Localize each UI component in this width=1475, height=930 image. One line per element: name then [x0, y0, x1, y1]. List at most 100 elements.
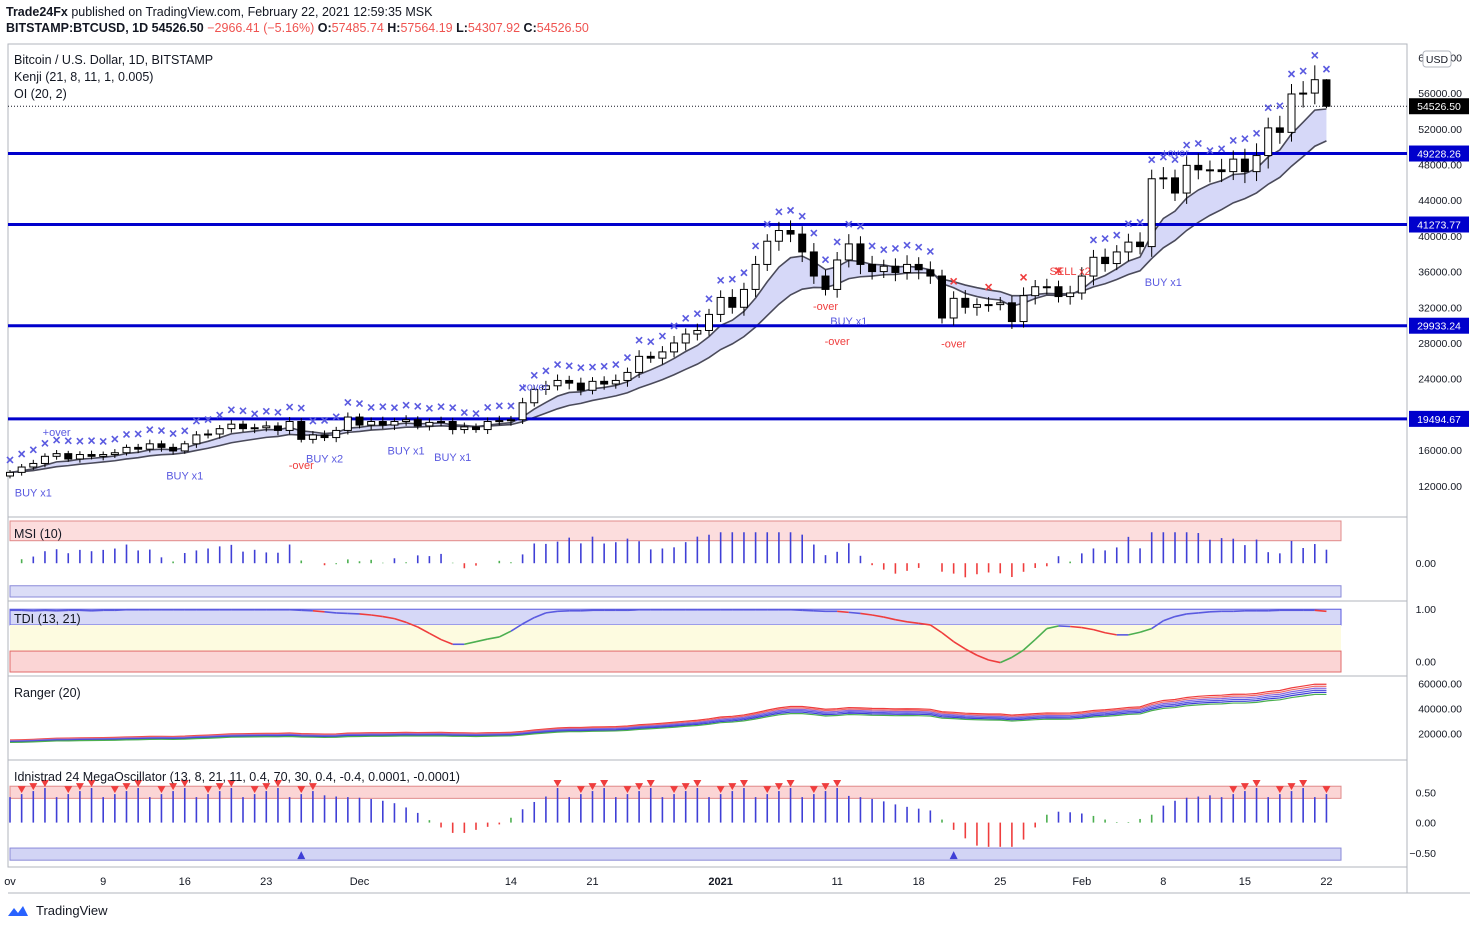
- candle: [320, 434, 329, 439]
- stop-cross: [1054, 267, 1063, 275]
- stop-cross-stroke: [286, 403, 294, 411]
- stop-cross: [1171, 156, 1179, 164]
- time-tick-label: Feb: [1072, 876, 1091, 888]
- tdi-line-segment: [802, 609, 814, 612]
- candle: [705, 313, 713, 331]
- tdi-line-segment: [56, 609, 69, 612]
- stop-cross-stroke: [1171, 156, 1179, 164]
- close-value: 54526.50: [536, 21, 589, 35]
- stop-cross-stroke: [472, 409, 480, 418]
- stop-cross-stroke: [390, 404, 399, 412]
- stop-cross: [926, 247, 934, 255]
- stop-cross: [239, 407, 247, 415]
- stop-cross-stroke: [76, 437, 84, 445]
- candle: [17, 466, 26, 473]
- stop-cross: [798, 212, 806, 220]
- candle: [215, 428, 224, 435]
- candle: [1240, 158, 1249, 173]
- candle: [390, 421, 399, 426]
- tdi-mid-zone: [10, 624, 1341, 652]
- stop-cross: [1252, 129, 1261, 137]
- stop-cross: [880, 246, 888, 254]
- stop-cross: [1136, 218, 1144, 226]
- level-price-badge-label: 29933.24: [1417, 321, 1461, 333]
- stop-cross-stroke: [868, 242, 876, 250]
- mega-sell-marker: [29, 783, 38, 791]
- mega-sell-marker: [553, 780, 562, 788]
- stop-cross-stroke: [1124, 220, 1132, 228]
- msi-pane[interactable]: [9, 520, 1342, 598]
- stop-cross-stroke: [705, 295, 713, 303]
- tdi-line-segment: [1174, 613, 1187, 618]
- msi-pane-title: MSI (10): [14, 527, 62, 541]
- tdi-tick-label: 1.00: [1416, 604, 1437, 616]
- candle: [716, 296, 725, 315]
- candle: [425, 421, 434, 427]
- stop-cross: [437, 403, 445, 411]
- stop-cross: [414, 402, 422, 410]
- candle: [1031, 286, 1040, 297]
- candle: [1275, 127, 1284, 133]
- tdi-line-segment: [371, 614, 383, 618]
- publisher-text: published on TradingView.com, February 2…: [71, 5, 433, 19]
- stop-cross: [845, 220, 853, 228]
- candle: [75, 454, 84, 460]
- currency-badge-label: USD: [1426, 54, 1449, 66]
- tdi-pane-title: TDI (13, 21): [14, 612, 81, 626]
- tdi-line-segment: [498, 630, 512, 638]
- currency-badge[interactable]: [1422, 50, 1452, 68]
- stop-cross: [76, 437, 84, 445]
- stop-cross: [868, 242, 876, 250]
- mega-sell-marker: [75, 783, 84, 791]
- candle: [1019, 295, 1028, 323]
- stop-cross-stroke: [1264, 104, 1272, 112]
- tdi-line-segment: [557, 610, 570, 613]
- tdi-line-segment: [533, 612, 547, 619]
- tdi-pane[interactable]: [9, 608, 1342, 673]
- stop-cross-stroke: [111, 435, 119, 443]
- stop-cross-stroke: [157, 426, 166, 435]
- mega-sell-marker: [821, 783, 830, 791]
- stop-cross-stroke: [775, 208, 783, 216]
- stop-cross: [1241, 135, 1249, 143]
- stop-cross-stroke: [495, 402, 503, 410]
- mega-sell-marker: [809, 786, 818, 794]
- candle: [856, 243, 865, 265]
- signal-annotation: BUY x1: [1145, 277, 1182, 289]
- stop-cross: [565, 362, 573, 370]
- time-tick-label: 8: [1160, 876, 1166, 888]
- stop-cross-stroke: [553, 360, 562, 369]
- stop-cross: [693, 310, 701, 318]
- mega-sell-marker: [262, 783, 271, 791]
- mega-sell-marker: [134, 780, 143, 788]
- mega-sell-marker: [833, 780, 842, 788]
- time-tick-label: 25: [994, 876, 1006, 888]
- tdi-line-segment: [895, 618, 908, 623]
- tdi-line-segment: [429, 632, 442, 641]
- stop-cross-stroke: [239, 407, 247, 415]
- megaoscillator-pane[interactable]: [9, 780, 1342, 861]
- candle: [1101, 256, 1110, 265]
- candle: [926, 269, 935, 277]
- candle: [576, 382, 585, 391]
- tdi-line-segment: [347, 612, 360, 615]
- ranger-pane[interactable]: [9, 683, 1327, 744]
- stop-cross: [111, 435, 119, 443]
- ranger-tick-label: 60000.00: [1418, 679, 1462, 691]
- candle: [506, 419, 515, 422]
- stop-cross-stroke: [1148, 156, 1156, 164]
- candle: [1205, 169, 1214, 172]
- stop-cross-stroke: [425, 404, 433, 412]
- level-price-badge: [1409, 216, 1469, 233]
- tdi-line-segment: [289, 608, 302, 612]
- mega-sell-marker: [122, 783, 131, 791]
- candle: [1124, 241, 1133, 253]
- legend-title: Bitcoin / U.S. Dollar, 1D, BITSTAMP: [14, 53, 213, 67]
- mega-sell-marker: [64, 786, 73, 794]
- time-tick-label: 18: [913, 876, 925, 888]
- candle: [600, 380, 609, 385]
- stop-cross: [763, 220, 771, 228]
- stop-cross: [542, 367, 550, 375]
